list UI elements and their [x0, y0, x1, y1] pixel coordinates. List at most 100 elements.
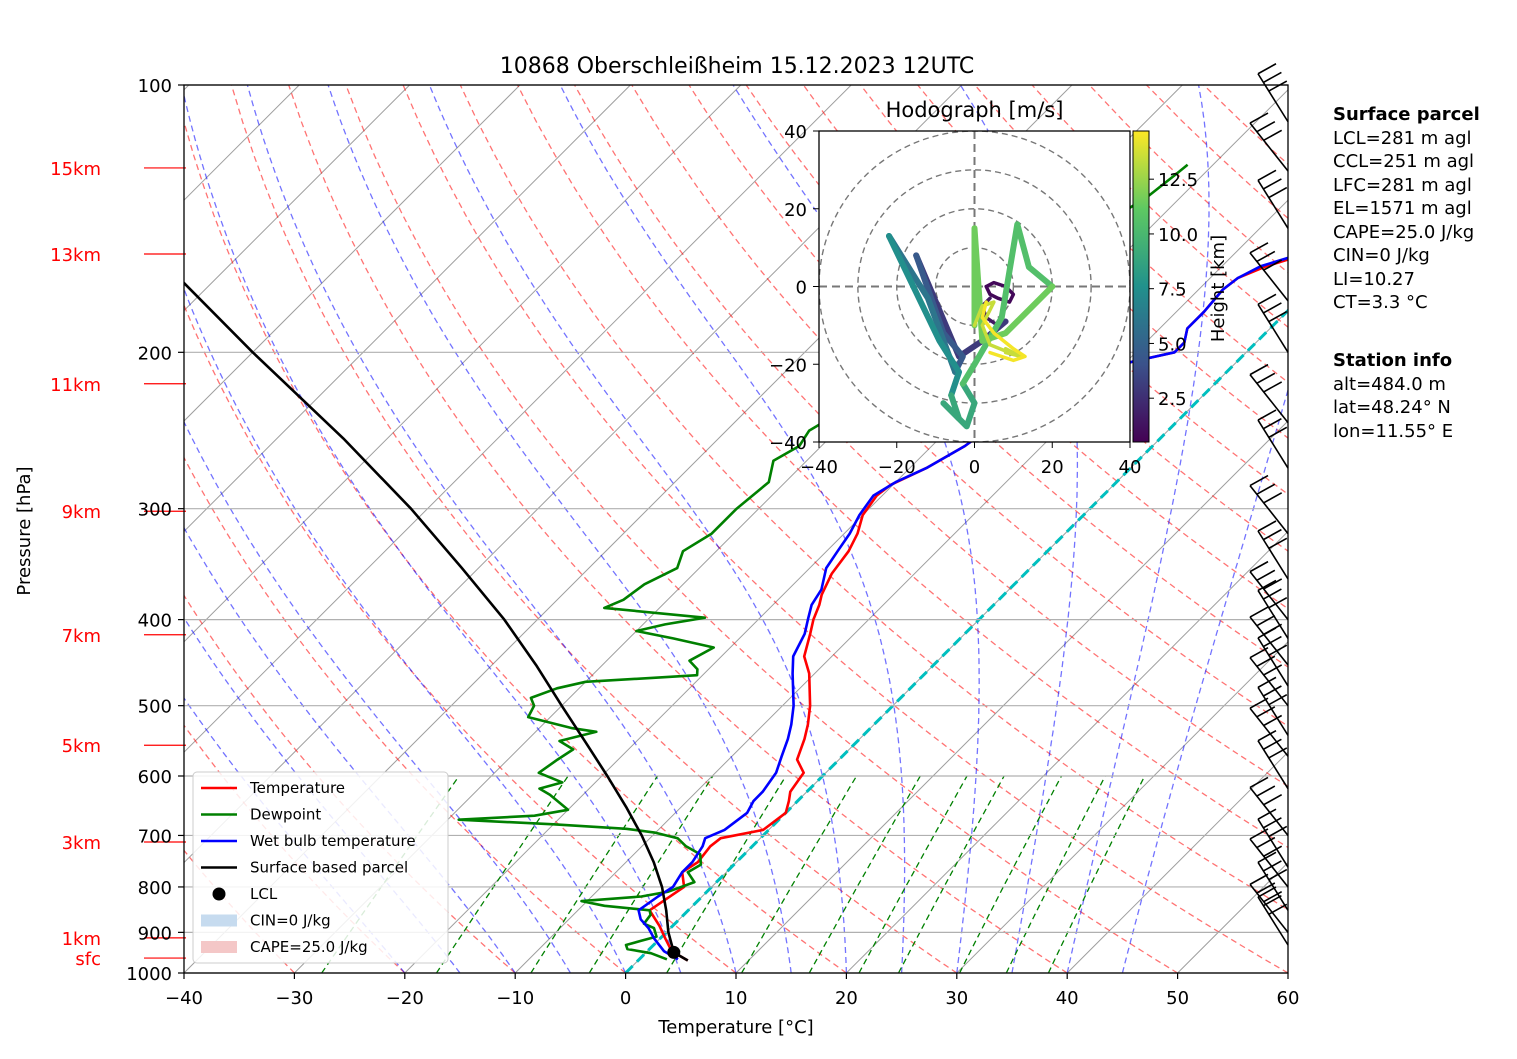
isotherm-line: [1066, 751, 1288, 973]
info-lfc: LFC=281 m agl: [1333, 174, 1472, 196]
colorbar-tick-label: 12.5: [1158, 170, 1198, 191]
mixing-ratio-line: [666, 775, 787, 973]
wind-barb-flag: [1249, 873, 1269, 886]
wind-barb-flag: [1256, 836, 1276, 849]
y-tick-label: 200: [138, 343, 172, 364]
lcl-marker: [667, 945, 681, 959]
hodograph-colorbar: [1132, 130, 1150, 443]
x-tick-label: −20: [386, 988, 424, 1009]
height-marker-label: 1km: [62, 929, 101, 950]
x-tick-label: 20: [835, 988, 858, 1009]
wind-barb-flag: [1263, 894, 1282, 907]
wind-barb-flag: [1256, 250, 1276, 263]
wind-barb-flag: [1268, 693, 1288, 706]
hodograph-segment: [913, 252, 966, 375]
y-tick-label: 1000: [126, 964, 172, 985]
moist-adiabat: [184, 287, 627, 973]
isotherm-line: [956, 641, 1288, 973]
profile-wet-bulb-temperature: [637, 256, 1288, 961]
moist-adiabat: [959, 85, 1079, 973]
legend: Temperature Dewpoint Wet bulb temperature S…: [192, 771, 449, 964]
wind-barb-shaft: [1249, 122, 1289, 172]
info-el: EL=1571 m agl: [1333, 198, 1472, 219]
y-tick-label: 100: [138, 76, 172, 97]
x-tick-label: −30: [275, 988, 313, 1009]
colorbar-tick-label: 5.0: [1158, 334, 1187, 355]
wind-barbs: [1249, 63, 1289, 946]
wind-barb-shaft: [1257, 419, 1289, 469]
wind-barb-shaft: [1249, 707, 1289, 757]
height-marker-label: 11km: [50, 375, 101, 396]
isotherm-line: [184, 85, 521, 422]
mixing-ratio-line: [588, 775, 714, 973]
wind-barb-flag: [1257, 579, 1277, 592]
wind-barb-shaft: [1257, 303, 1289, 353]
height-marker-label: sfc: [75, 949, 101, 970]
y-tick-label: 300: [138, 500, 172, 521]
wind-barb-flag: [1263, 178, 1282, 190]
wind-barb-flag: [1249, 474, 1269, 487]
wind-barb-shaft: [1249, 252, 1289, 302]
mixing-ratio-line: [808, 775, 921, 973]
isotherm-line: [184, 85, 410, 312]
wind-barb-flag: [1257, 409, 1277, 421]
y-tick-label: 900: [138, 923, 172, 944]
height-marker-label: 13km: [50, 245, 101, 266]
isotherm-line: [184, 85, 742, 643]
x-tick-label: 0: [620, 988, 631, 1009]
info-li: LI=10.27: [1333, 268, 1415, 290]
isotherm-line: [514, 199, 1288, 973]
wind-barb-flag: [1263, 588, 1282, 600]
wind-barb-shaft: [1249, 374, 1289, 424]
wind-barb-shaft: [1249, 786, 1289, 836]
freezing-isotherm: [624, 308, 1288, 973]
wind-barb-flag: [1263, 714, 1283, 727]
y-tick-label: 700: [138, 826, 172, 847]
x-tick-label: 40: [1056, 988, 1079, 1009]
hodograph-y-tick-label: 20: [784, 200, 807, 221]
mixing-ratio-line: [530, 775, 659, 973]
legend-swatch-cape: [201, 941, 237, 953]
wind-barb-flag: [1268, 186, 1288, 199]
legend-label-dewpoint: Dewpoint: [250, 806, 321, 824]
info-ct: CT=3.3 °C: [1333, 292, 1428, 313]
wind-barb-flag: [1268, 80, 1288, 92]
wind-barb-flag: [1256, 706, 1276, 718]
wind-barb-flag: [1263, 817, 1282, 829]
dry-adiabat: [574, 85, 1288, 788]
surface-parcel-info: Surface parcel LCL=281 m agl CCL=251 m a…: [1333, 103, 1480, 315]
y-tick-label: 400: [138, 611, 172, 632]
legend-box: [192, 771, 449, 964]
isotherm-line: [735, 420, 1288, 973]
wind-barb-flag: [1257, 63, 1277, 75]
axes: −40 −30 −20 −10 0 10 20 30 40 50 60100200300400500…: [126, 76, 1299, 1009]
wind-barb-flag: [1263, 492, 1283, 504]
wind-barb-flag: [1263, 664, 1283, 676]
wind-barb-flag: [1268, 310, 1288, 323]
wind-barb-flag: [1257, 808, 1277, 820]
moist-adiabat: [559, 85, 906, 973]
wind-barb-flag: [1249, 606, 1269, 618]
wind-barb-flag: [1268, 825, 1288, 838]
wind-barb-flag: [1268, 426, 1288, 439]
x-tick-label: −10: [496, 988, 534, 1009]
chart-title: 10868 Oberschleißheim 15.12.2023 12UTC: [500, 54, 975, 79]
wind-barb-flag: [1257, 293, 1277, 306]
wind-barb-flag: [1263, 845, 1283, 857]
wind-barb-shaft: [1249, 838, 1289, 888]
wind-barb-flag: [1263, 71, 1282, 84]
dry-adiabat: [230, 85, 958, 973]
hodograph-segment: [959, 221, 1056, 387]
dry-adiabat: [459, 85, 1288, 911]
wind-barb-shaft: [1257, 590, 1289, 639]
wind-barb-flag: [1257, 520, 1277, 532]
surface-parcel-title: Surface parcel: [1333, 104, 1480, 125]
mixing-ratio-line: [741, 775, 858, 973]
legend-label-lcl: LCL: [250, 885, 278, 903]
hodograph-segment: [886, 233, 962, 399]
x-tick-label: 60: [1277, 988, 1300, 1009]
wind-barb-flag: [1263, 860, 1282, 872]
wind-barb-shaft: [1257, 818, 1289, 868]
info-cin: CIN=0 J/kg: [1333, 245, 1430, 266]
